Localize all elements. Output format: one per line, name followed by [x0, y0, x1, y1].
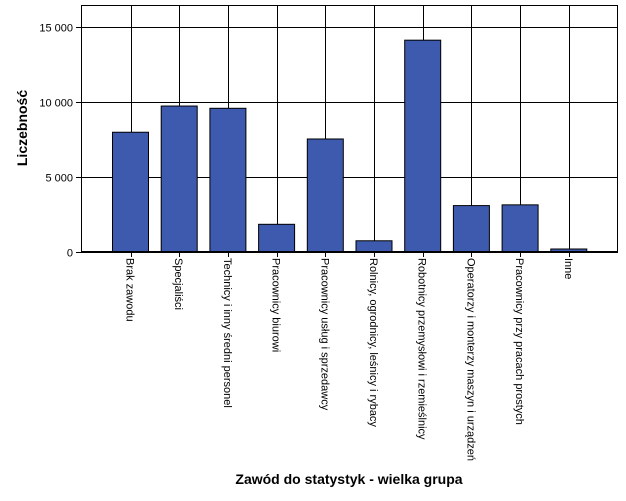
x-tick-label: Specjaliści — [172, 258, 184, 310]
y-tick-label: 10 000 — [39, 98, 73, 110]
x-tick-label: Pracownicy biurowi — [270, 258, 282, 352]
x-tick-label: Pracownicy usług i sprzedawcy — [318, 258, 330, 411]
y-tick-label: 0 — [67, 248, 73, 260]
bar — [355, 240, 393, 253]
plot-frame — [81, 5, 618, 252]
x-axis-title: Zawód do statystyk - wielka grupa — [235, 471, 462, 487]
bar — [501, 204, 539, 253]
y-axis-title: Liczebność — [14, 90, 30, 166]
y-tick-labels: 0 5 000 10 000 15 000 — [39, 23, 73, 260]
x-tick-label: Brak zawodu — [124, 258, 136, 322]
bar — [258, 223, 296, 253]
y-tick-label: 5 000 — [45, 173, 73, 185]
bar — [404, 39, 442, 253]
x-tick-label: Robotnicy przemysłowi i rzemieślnicy — [416, 258, 428, 440]
x-tick-label: Pracownicy przy pracach prostych — [513, 258, 525, 425]
x-tick-label: Rolnicy, ogrodnicy, leśnicy i rybacy — [367, 258, 379, 427]
bars — [112, 39, 588, 253]
axes — [76, 5, 618, 257]
x-tick-labels: Brak zawodu Specjaliści Technicy i inny śr… — [124, 258, 574, 461]
x-tick-label: Technicy i inny średni personel — [221, 258, 233, 408]
bar — [452, 205, 490, 253]
x-tick-label: Operatorzy i monterzy maszyn i urządzeń — [464, 258, 476, 461]
bar — [112, 131, 149, 253]
x-tick-label: Inne — [562, 258, 574, 279]
y-tick-label: 15 000 — [39, 23, 73, 35]
bar — [306, 138, 344, 253]
bar — [209, 107, 247, 253]
bar — [160, 105, 198, 253]
